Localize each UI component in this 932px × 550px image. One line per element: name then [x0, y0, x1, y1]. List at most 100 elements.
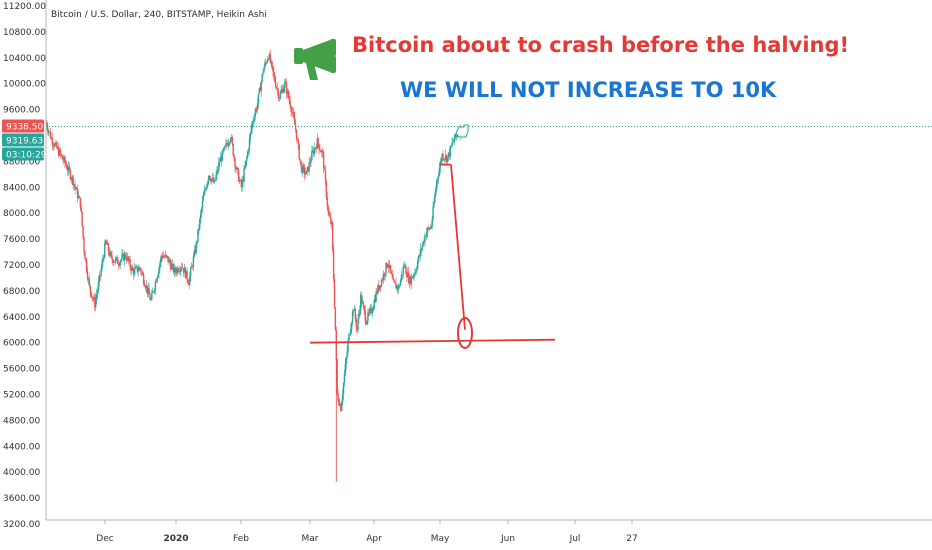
candle-body [223, 146, 225, 151]
candle-body [418, 255, 421, 257]
candle-body [188, 282, 190, 285]
candle-body [234, 158, 236, 167]
candle-body [443, 159, 445, 160]
candle-body [207, 181, 209, 185]
candle-body [134, 266, 137, 269]
candle-body [434, 195, 436, 203]
candle-body [132, 267, 134, 271]
candle-body [400, 274, 403, 281]
candle-body [180, 268, 182, 272]
candle-body [281, 89, 283, 92]
candle-body [83, 237, 85, 252]
candle-body [353, 308, 356, 311]
candle-body [328, 212, 330, 215]
candle-body [357, 319, 359, 330]
candle-body [232, 143, 234, 156]
candle-body [323, 168, 326, 170]
candle-body [75, 186, 77, 190]
candle-body [129, 259, 131, 267]
candle-body [274, 75, 276, 82]
candle-body [237, 170, 240, 182]
candle-body [399, 280, 402, 286]
candle-body [85, 258, 87, 261]
candle-body [419, 249, 422, 256]
candle-body [416, 261, 419, 269]
price-badge: 9319.63 [2, 133, 44, 147]
candle-body [421, 245, 423, 251]
candle-body [310, 160, 312, 163]
candle-body [332, 249, 335, 280]
candle-body [409, 277, 412, 285]
candle-body [196, 241, 198, 243]
candle-body [154, 281, 157, 290]
candle-body [208, 175, 211, 179]
user-drawings[interactable] [309, 163, 556, 349]
support-horizontal-line[interactable] [309, 338, 556, 344]
candle-body [286, 90, 289, 94]
candle-body [181, 267, 184, 269]
price-badge: 03:10:29 [2, 147, 47, 161]
candle-body [322, 152, 325, 169]
candle-body [329, 214, 331, 218]
candle-body [115, 257, 118, 259]
price-badges: 9338.50 9319.63 03:10:29 [2, 119, 47, 161]
candle-body [171, 264, 173, 270]
candle-body [436, 178, 439, 181]
candle-body [170, 263, 172, 270]
candle-body [209, 178, 212, 182]
candle-body [182, 267, 185, 273]
candle-body [331, 222, 334, 250]
candle-body [193, 250, 196, 257]
candle-body [429, 227, 432, 230]
candle-body [292, 111, 294, 113]
candle-body [160, 257, 162, 264]
candle-body [128, 259, 130, 261]
candle-body [397, 285, 399, 290]
crash-trend-line[interactable] [450, 164, 466, 330]
candle-body [393, 280, 395, 282]
candle-body [370, 308, 373, 314]
candle-body [426, 232, 428, 236]
candle-body [304, 173, 307, 175]
candle-body [133, 268, 136, 275]
candle-body [102, 259, 104, 262]
candle-body [144, 286, 147, 289]
candle-body [401, 274, 404, 276]
candle-body [53, 145, 55, 147]
price-axis-panel[interactable] [0, 0, 46, 520]
candle-body [316, 138, 319, 149]
annotation-subtitle[interactable]: WE WILL NOT INCREASE TO 10K [400, 78, 777, 102]
candle-body [175, 271, 177, 273]
candle-body [194, 250, 196, 253]
annotation-title[interactable]: Bitcoin about to crash before the halvin… [352, 33, 849, 57]
candle-body [426, 227, 429, 233]
candle-body [91, 296, 93, 298]
candle-body [398, 285, 401, 287]
candle-body [178, 271, 180, 272]
candle-body [206, 184, 208, 189]
candle-body [333, 279, 336, 308]
candle-body [309, 162, 311, 163]
time-axis[interactable]: Dec 2020 Feb Mar Apr May Jun Jul 27 [96, 520, 638, 544]
price-axis[interactable]: 11200.00 10800.00 10400.00 10000.00 9600.00 8… [3, 2, 46, 530]
target-circle[interactable] [457, 316, 473, 349]
candle-body [205, 188, 207, 190]
candle-body [453, 140, 455, 143]
candle-body [190, 266, 193, 269]
time-tick-label: Feb [233, 534, 249, 544]
candle-body [213, 180, 215, 183]
candle-body [441, 154, 443, 162]
candle-body [112, 259, 114, 264]
candle-body [84, 251, 86, 259]
candle-body [303, 167, 306, 175]
candle-body [136, 266, 139, 272]
candle-body [204, 189, 206, 191]
candle-body [221, 150, 224, 161]
candle-body [410, 276, 413, 285]
candle-body [289, 100, 291, 107]
candle-body [248, 138, 251, 150]
time-tick-label: Dec [96, 534, 113, 544]
time-tick-label: Mar [302, 534, 319, 544]
candle-body [341, 402, 343, 412]
